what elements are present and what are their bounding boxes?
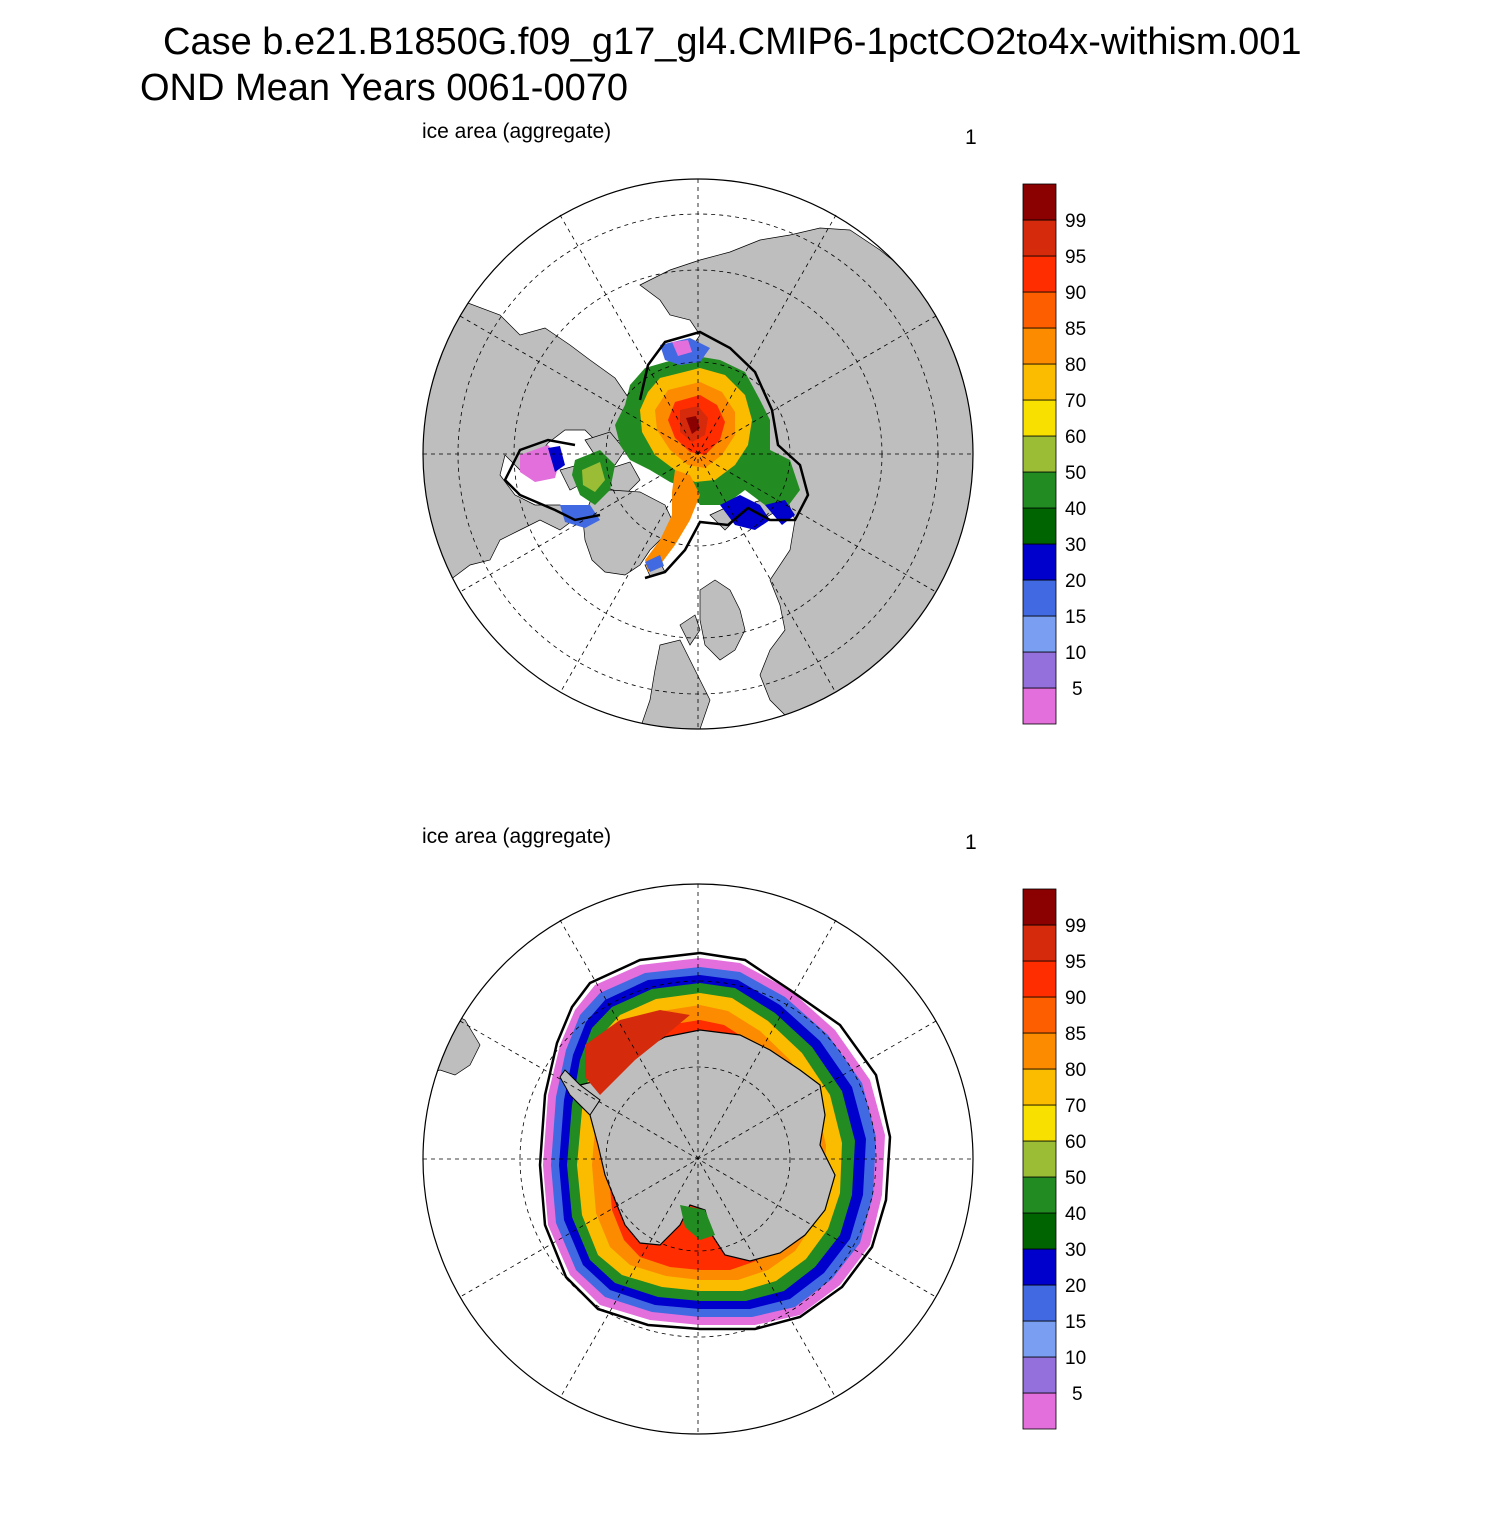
panel-north: ice area (aggregate) 1 [0, 110, 1500, 815]
panel-north-units-label: 1 [965, 126, 977, 149]
colorbar-tick-label: 40 [1065, 1204, 1086, 1225]
north-map-content [423, 227, 973, 729]
colorbar-swatch [1022, 1392, 1057, 1430]
colorbar-swatch [1022, 615, 1057, 653]
colorbar-swatch [1022, 543, 1057, 581]
colorbar-swatch [1022, 960, 1057, 998]
colorbar-tick-label: 99 [1065, 916, 1086, 937]
north-colorbar: 99 95 90 85 80 70 60 50 40 30 20 15 10 5 [1022, 183, 1086, 725]
panel-south-units-label: 1 [965, 831, 977, 854]
colorbar-swatch [1022, 1284, 1057, 1322]
colorbar-swatch [1022, 924, 1057, 962]
panel-south: ice area (aggregate) 1 [0, 815, 1500, 1520]
figure-title-line-2: OND Mean Years 0061-0070 [140, 67, 628, 109]
colorbar-tick-label: 60 [1065, 1132, 1086, 1153]
colorbar-swatch [1022, 888, 1057, 926]
colorbar-swatch [1022, 255, 1057, 293]
north-graticule [423, 179, 973, 729]
south-map-border [422, 883, 974, 1435]
colorbar-swatch [1022, 1140, 1057, 1178]
colorbar-swatch [1022, 1032, 1057, 1070]
colorbar-tick-label: 20 [1065, 1276, 1086, 1297]
north-map-border [422, 178, 974, 730]
figure-title-line-1: Case b.e21.B1850G.f09_g17_gl4.CMIP6-1pct… [163, 21, 1302, 63]
colorbar-tick-label: 90 [1065, 283, 1086, 304]
colorbar-swatch [1022, 1320, 1057, 1358]
colorbar-tick-label: 5 [1072, 1384, 1083, 1405]
colorbar-tick-label: 10 [1065, 1348, 1086, 1369]
colorbar-tick-label: 5 [1072, 679, 1083, 700]
colorbar-swatch [1022, 1176, 1057, 1214]
colorbar-tick-label: 15 [1065, 1312, 1086, 1333]
colorbar-swatch [1022, 183, 1057, 221]
colorbar-swatch [1022, 435, 1057, 473]
north-ice-edge-contour [503, 330, 810, 580]
panel-north-variable-label: ice area (aggregate) [422, 120, 612, 143]
colorbar-swatch [1022, 219, 1057, 257]
south-polar-map: 99 95 90 85 80 70 60 50 40 30 20 15 10 5 [422, 883, 1086, 1435]
colorbar-tick-label: 50 [1065, 1168, 1086, 1189]
ross-sea-ice [680, 1205, 715, 1240]
colorbar-swatch [1022, 1212, 1057, 1250]
colorbar-tick-label: 95 [1065, 247, 1086, 268]
colorbar-tick-label: 99 [1065, 211, 1086, 232]
colorbar-tick-label: 85 [1065, 319, 1086, 340]
colorbar-tick-label: 85 [1065, 1024, 1086, 1045]
colorbar-swatch [1022, 687, 1057, 725]
south-map-content [423, 951, 892, 1331]
colorbar-swatch [1022, 1356, 1057, 1394]
colorbar-swatch [1022, 1248, 1057, 1286]
south-graticule [423, 884, 973, 1434]
colorbar-tick-label: 70 [1065, 391, 1086, 412]
colorbar-swatch [1022, 996, 1057, 1034]
colorbar-swatch [1022, 1068, 1057, 1106]
colorbar-swatch [1022, 327, 1057, 365]
north-polar-map: 99 95 90 85 80 70 60 50 40 30 20 15 10 5 [422, 178, 1086, 730]
colorbar-swatch [1022, 1104, 1057, 1142]
colorbar-tick-label: 10 [1065, 643, 1086, 664]
colorbar-tick-label: 30 [1065, 535, 1086, 556]
colorbar-swatch [1022, 471, 1057, 509]
colorbar-swatch [1022, 651, 1057, 689]
colorbar-tick-label: 50 [1065, 463, 1086, 484]
antarctic-peninsula [559, 1069, 601, 1116]
colorbar-tick-label: 70 [1065, 1096, 1086, 1117]
colorbar-tick-label: 30 [1065, 1240, 1086, 1261]
colorbar-swatch [1022, 363, 1057, 401]
colorbar-swatch [1022, 507, 1057, 545]
colorbar-tick-label: 90 [1065, 988, 1086, 1009]
colorbar-tick-label: 20 [1065, 571, 1086, 592]
colorbar-tick-label: 80 [1065, 1060, 1086, 1081]
colorbar-tick-label: 40 [1065, 499, 1086, 520]
colorbar-tick-label: 80 [1065, 355, 1086, 376]
colorbar-tick-label: 60 [1065, 427, 1086, 448]
colorbar-tick-label: 15 [1065, 607, 1086, 628]
panel-south-variable-label: ice area (aggregate) [422, 825, 612, 848]
colorbar-swatch [1022, 291, 1057, 329]
colorbar-tick-label: 95 [1065, 952, 1086, 973]
colorbar-swatch [1022, 579, 1057, 617]
colorbar-swatch [1022, 399, 1057, 437]
south-colorbar: 99 95 90 85 80 70 60 50 40 30 20 15 10 5 [1022, 888, 1086, 1430]
weddell-sea-ice [585, 1010, 690, 1095]
south-ice-edge-contour [538, 951, 892, 1331]
